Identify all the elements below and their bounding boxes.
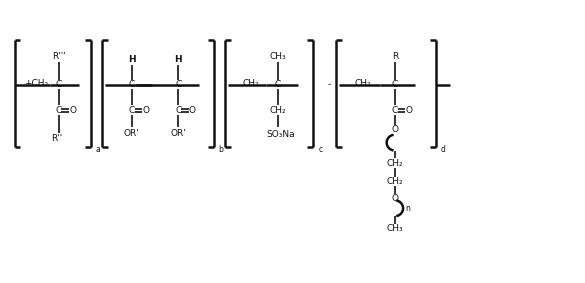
Text: CH₃: CH₃: [387, 224, 403, 233]
Text: a: a: [96, 145, 101, 155]
Text: O: O: [405, 106, 412, 115]
Text: CH₃: CH₃: [270, 52, 286, 61]
Text: c: c: [318, 145, 323, 155]
Text: b: b: [219, 145, 223, 155]
Text: R'': R'': [51, 134, 63, 143]
Text: C: C: [129, 106, 135, 115]
Text: C: C: [176, 106, 181, 115]
Text: O: O: [391, 194, 398, 203]
Text: C: C: [176, 80, 181, 89]
Text: C: C: [56, 80, 61, 89]
Text: O: O: [69, 106, 76, 115]
Text: C: C: [392, 80, 398, 89]
Text: O: O: [142, 106, 149, 115]
Text: n: n: [405, 204, 410, 213]
Text: C: C: [56, 106, 61, 115]
Text: H: H: [128, 55, 136, 64]
Text: -: -: [327, 80, 331, 89]
Text: C: C: [392, 106, 398, 115]
Text: R''': R''': [51, 52, 66, 61]
Text: O: O: [189, 106, 196, 115]
Text: CH₂: CH₂: [242, 79, 259, 88]
Text: C: C: [129, 80, 135, 89]
Text: SO₃Na: SO₃Na: [267, 130, 295, 139]
Text: OR': OR': [171, 128, 186, 138]
Text: CH₂: CH₂: [355, 79, 371, 88]
Text: +CH₂: +CH₂: [24, 79, 49, 88]
Text: CH₂: CH₂: [387, 158, 403, 168]
Text: O: O: [391, 125, 398, 134]
Text: R: R: [392, 52, 398, 61]
Text: CH₂: CH₂: [270, 106, 286, 115]
Text: C: C: [275, 80, 281, 89]
Text: OR': OR': [124, 128, 139, 138]
Text: H: H: [174, 55, 183, 64]
Text: CH₂: CH₂: [387, 177, 403, 186]
Text: d: d: [441, 145, 446, 155]
